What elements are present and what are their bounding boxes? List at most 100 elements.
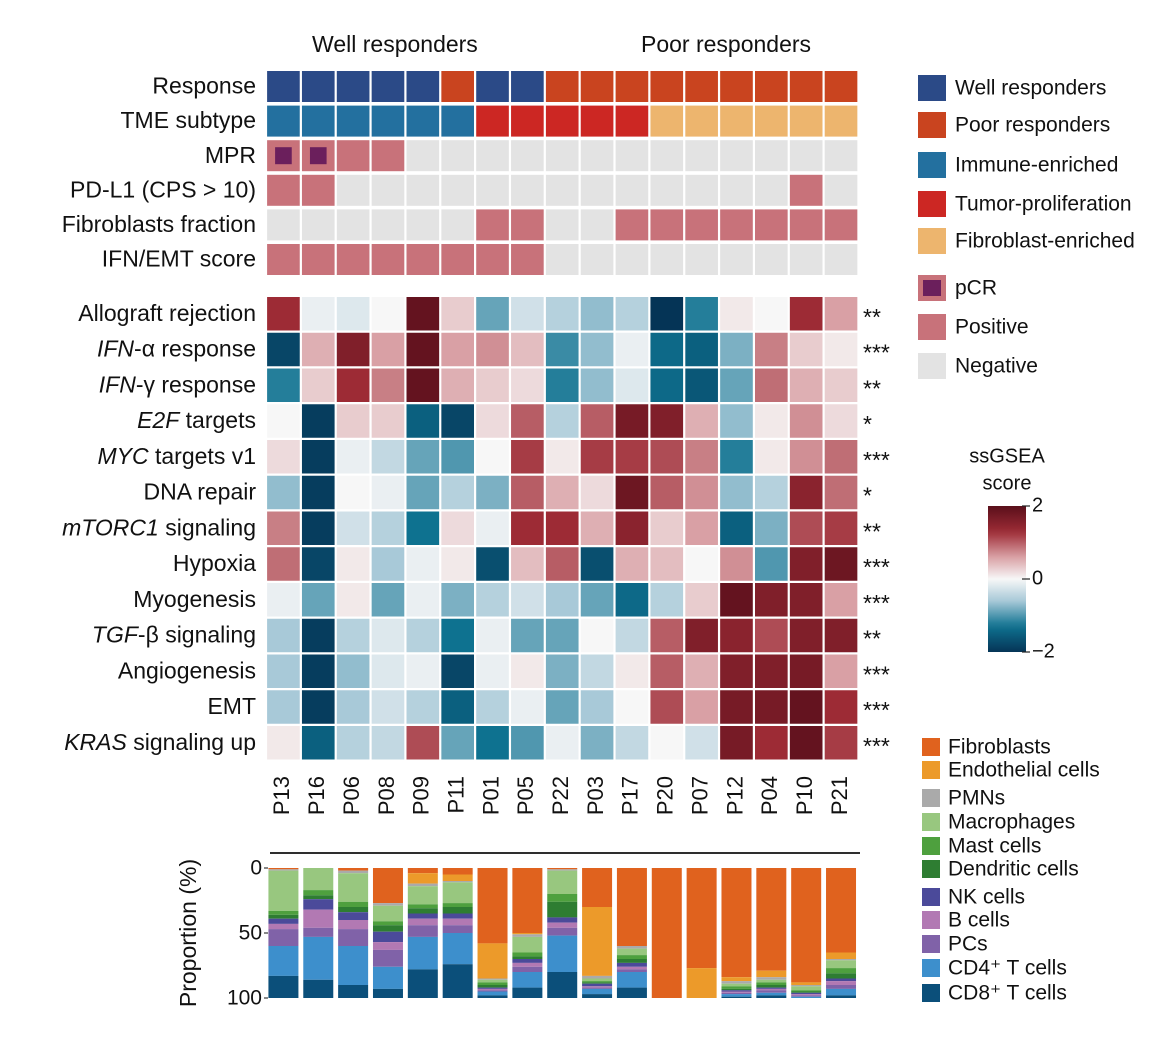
bar-segment xyxy=(547,901,578,918)
significance: * xyxy=(863,483,872,509)
legend-swatch xyxy=(918,152,946,178)
patient-label: P07 xyxy=(687,776,712,815)
annotation-cell xyxy=(371,105,405,137)
bar-segment xyxy=(756,990,787,993)
bar-segment xyxy=(721,992,752,995)
heatmap-cell xyxy=(789,511,823,545)
heatmap-cell xyxy=(371,618,405,653)
heatmap-cell xyxy=(824,618,858,653)
patient-label: P09 xyxy=(409,776,434,815)
bar-segment xyxy=(756,970,787,978)
heatmap-cell xyxy=(511,583,544,617)
heatmap-cell xyxy=(580,368,614,402)
bar-segment xyxy=(477,868,508,944)
significance: ** xyxy=(863,518,881,544)
bar-segment xyxy=(442,874,473,881)
heatmap-cell xyxy=(789,368,823,402)
row-label-part: signaling up xyxy=(127,729,256,755)
heatmap-cell xyxy=(580,726,614,760)
bar-segment xyxy=(338,929,369,946)
heatmap-cell xyxy=(545,654,579,688)
heatmap-cell xyxy=(267,475,300,510)
bar-segment xyxy=(547,894,578,902)
bar-segment xyxy=(651,868,682,998)
annotation-cell xyxy=(371,244,405,275)
heatmap-cell xyxy=(615,475,649,510)
row-label: E2F targets xyxy=(137,407,256,433)
bar-segment xyxy=(512,987,543,998)
significance: *** xyxy=(863,733,890,759)
heatmap-cell xyxy=(789,654,823,688)
heatmap-cell xyxy=(615,583,649,617)
bar-segment xyxy=(686,968,717,998)
bar-segment xyxy=(512,933,543,935)
heatmap-cell xyxy=(301,547,335,581)
heatmap-cell xyxy=(336,332,370,367)
heatmap-cell xyxy=(267,440,300,474)
patient-label: P12 xyxy=(722,776,747,815)
bar-segment xyxy=(442,903,473,907)
bar-segment xyxy=(791,868,822,983)
bar-segment xyxy=(791,992,822,995)
heatmap-cell xyxy=(650,547,684,581)
legend-label: Positive xyxy=(955,316,1029,339)
annotation-cell xyxy=(406,71,440,102)
bar-segment xyxy=(372,921,403,926)
bar-segment xyxy=(547,922,578,928)
bar-segment xyxy=(477,990,508,992)
bar-segment xyxy=(477,978,508,980)
heatmap-cell xyxy=(267,297,300,331)
patient-label: P03 xyxy=(583,776,608,815)
bar-segment xyxy=(303,979,334,998)
colorbar-tick-label: −2 xyxy=(1032,640,1055,662)
patient-label: P20 xyxy=(653,776,678,815)
bar-segment xyxy=(303,927,334,937)
annotation-cell xyxy=(650,209,684,241)
annotation-cell xyxy=(511,140,544,172)
legend-swatch xyxy=(922,911,940,929)
annotation-cell xyxy=(615,209,649,241)
heatmap-cell xyxy=(267,690,300,724)
significance: *** xyxy=(863,554,890,580)
bar-segment xyxy=(756,979,787,983)
bar-segment xyxy=(407,913,438,919)
annotation-cell xyxy=(685,71,718,102)
bar-segment xyxy=(268,910,299,915)
bar-segment xyxy=(582,983,613,987)
bar-segment xyxy=(512,962,543,967)
heatmap-cell xyxy=(406,726,440,760)
heatmap-cell xyxy=(511,368,544,402)
heatmap-cell xyxy=(685,475,718,510)
bar-segment xyxy=(338,907,369,913)
annotation-cell xyxy=(755,244,788,275)
heatmap-cell xyxy=(511,297,544,331)
annotation-cell xyxy=(650,105,684,137)
bar-segment xyxy=(826,973,857,979)
legend-label: Immune-enriched xyxy=(955,154,1118,177)
bar-segment xyxy=(826,981,857,985)
heatmap-cell xyxy=(371,297,405,331)
heatmap-cell xyxy=(789,726,823,760)
bar-segment xyxy=(372,942,403,950)
legend-label: CD4⁺ T cells xyxy=(948,957,1067,980)
bar-segment xyxy=(407,925,438,937)
row-label: Angiogenesis xyxy=(118,657,256,683)
heatmap-cell xyxy=(336,404,370,438)
row-label: mTORC1 signaling xyxy=(62,514,256,540)
significance: *** xyxy=(863,661,890,687)
row-label: TME subtype xyxy=(121,107,257,133)
annotation-cell xyxy=(301,105,335,137)
heatmap-cell xyxy=(301,511,335,545)
heatmap-cell xyxy=(650,332,684,367)
bar-segment xyxy=(512,972,543,988)
annotation-cell xyxy=(545,209,579,241)
bar-segment xyxy=(721,990,752,992)
row-label-part: -β signaling xyxy=(138,622,256,648)
heatmap-cell xyxy=(789,297,823,331)
patient-label: P01 xyxy=(478,776,503,815)
heatmap-cell xyxy=(511,654,544,688)
heatmap-cell xyxy=(824,297,858,331)
heatmap-cell xyxy=(406,297,440,331)
heatmap-cell xyxy=(267,404,300,438)
bar-segment xyxy=(547,868,578,870)
